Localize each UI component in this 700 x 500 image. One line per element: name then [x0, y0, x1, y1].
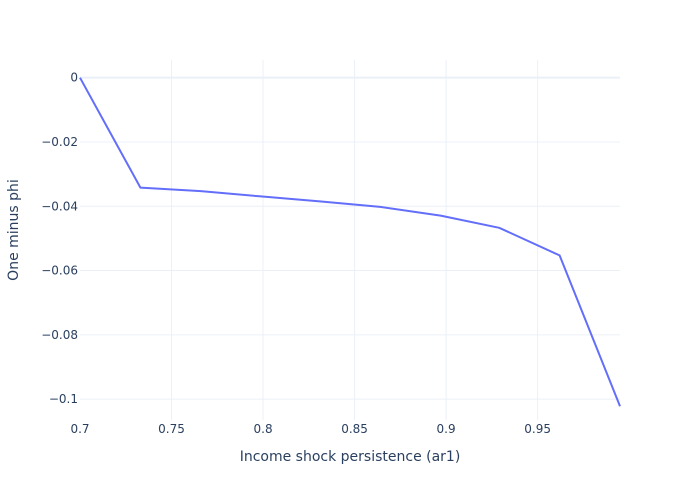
- x-tick-label: 0.7: [70, 422, 89, 436]
- y-tick-label: −0.06: [41, 264, 78, 278]
- y-tick-label: −0.08: [41, 328, 78, 342]
- x-tick-label: 0.9: [437, 422, 456, 436]
- x-tick-label: 0.95: [524, 422, 551, 436]
- x-axis-ticks: 0.7 0.75 0.8 0.85 0.9 0.95: [70, 422, 551, 436]
- x-tick-label: 0.8: [254, 422, 273, 436]
- grid: [80, 60, 620, 420]
- y-tick-label: −0.02: [41, 135, 78, 149]
- y-tick-label: −0.1: [49, 392, 78, 406]
- y-tick-label: 0: [70, 71, 78, 85]
- series-line: [79, 77, 621, 407]
- x-tick-label: 0.85: [341, 422, 368, 436]
- series-layer: [79, 77, 621, 407]
- x-axis-title: Income shock persistence (ar1): [240, 449, 461, 465]
- x-tick-label: 0.75: [158, 422, 185, 436]
- y-axis-title: One minus phi: [6, 179, 22, 281]
- y-axis-ticks: 0 −0.02 −0.04 −0.06 −0.08 −0.1: [41, 71, 78, 406]
- y-tick-label: −0.04: [41, 199, 78, 213]
